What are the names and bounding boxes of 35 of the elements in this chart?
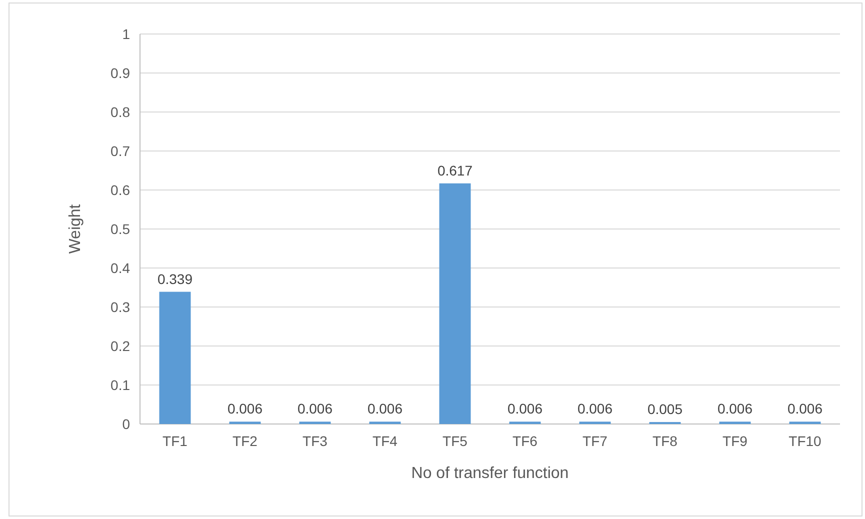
x-tick-label: TF8 <box>652 433 678 449</box>
x-tick-label: TF2 <box>232 433 258 449</box>
x-tick-label: TF10 <box>788 433 822 449</box>
y-tick-label: 1 <box>122 26 130 42</box>
data-label: 0.006 <box>717 400 753 417</box>
y-tick-label: 0.6 <box>110 182 130 198</box>
x-tick-label: TF3 <box>302 433 328 449</box>
y-tick-label: 0.2 <box>110 338 130 354</box>
data-label: 0.006 <box>577 400 613 417</box>
data-label: 0.006 <box>787 400 823 417</box>
y-tick-label: 0.1 <box>110 376 130 393</box>
y-tick-label: 0.9 <box>110 64 130 81</box>
y-tick-label: 0.3 <box>110 298 130 315</box>
x-tick-label: TF9 <box>722 433 748 449</box>
data-label: 0.006 <box>507 400 543 417</box>
y-tick-label: 0.8 <box>110 104 130 120</box>
x-axis-title: No of transfer function <box>411 465 569 482</box>
x-tick-label: TF4 <box>372 433 398 449</box>
y-axis-title: Weight <box>67 204 84 254</box>
y-tick-label: 0.5 <box>110 220 130 237</box>
data-label: 0.006 <box>367 400 403 417</box>
x-tick-label: TF1 <box>162 433 188 449</box>
data-label: 0.617 <box>437 162 473 178</box>
y-tick-label: 0.7 <box>110 142 130 159</box>
x-tick-label: TF7 <box>582 433 608 449</box>
x-tick-label: TF6 <box>512 433 538 449</box>
bar <box>439 183 471 424</box>
data-label: 0.005 <box>647 401 683 418</box>
data-label: 0.339 <box>157 270 193 287</box>
data-label: 0.006 <box>297 400 333 417</box>
y-tick-label: 0 <box>122 416 130 432</box>
bar <box>159 292 191 424</box>
x-tick-label: TF5 <box>442 433 468 449</box>
data-label: 0.006 <box>227 400 263 417</box>
y-tick-label: 0.4 <box>110 260 130 276</box>
